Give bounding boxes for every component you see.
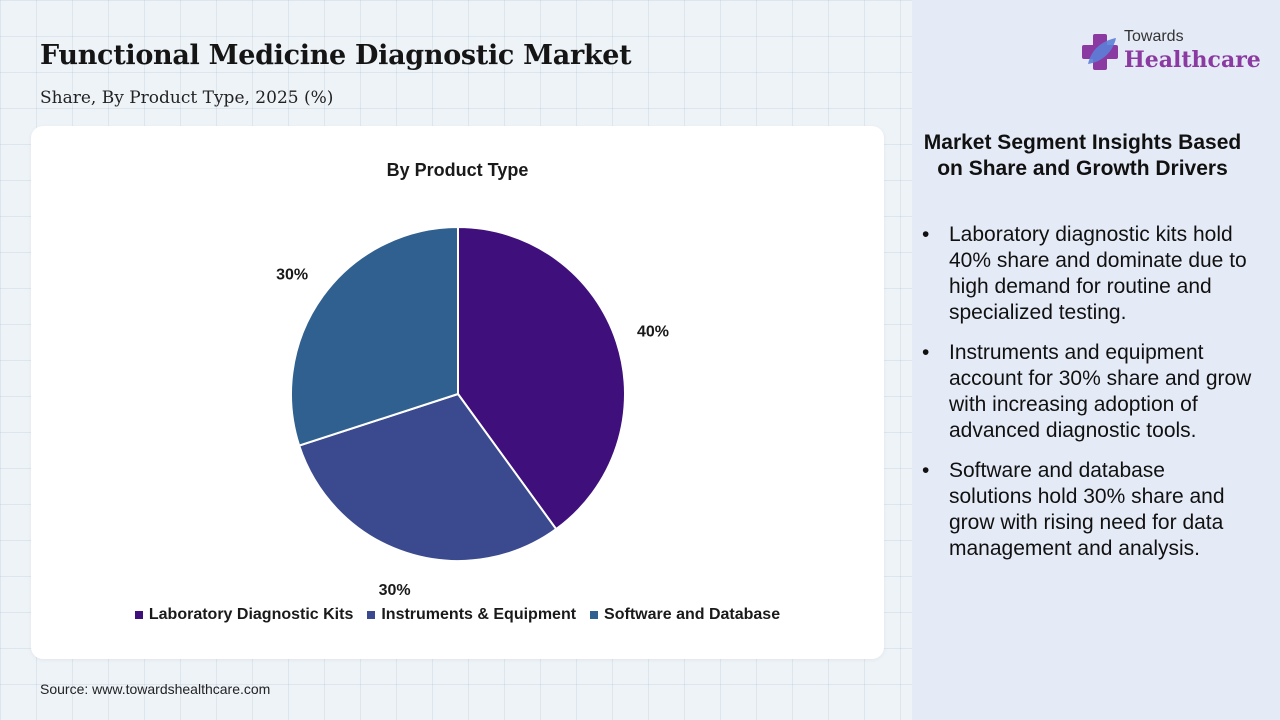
logo: Towards Healthcare — [1080, 28, 1261, 78]
pie-chart: 40% 30% 30% — [276, 225, 669, 596]
pie-data-label: 30% — [379, 582, 411, 596]
chart-card: By Product Type 40% 30% 30% Laboratory Dia… — [31, 126, 884, 659]
legend-item: Laboratory Diagnostic Kits — [134, 606, 354, 624]
bullet: • — [922, 341, 930, 364]
bullet: • — [922, 459, 930, 482]
chart-legend: Laboratory Diagnostic Kits Instruments &… — [31, 606, 884, 624]
logo-main-text: Healthcare — [1124, 47, 1261, 73]
chart-title: By Product Type — [386, 160, 529, 180]
insight-item: • Software and database solutions hold 30… — [922, 458, 1252, 562]
insights-heading: Market Segment Insights Based on Share a… — [923, 131, 1242, 180]
insights-panel — [912, 0, 1280, 720]
pie-slice-instruments — [297, 392, 558, 562]
logo-top-text: Towards — [1124, 28, 1184, 45]
legend-label: Laboratory Diagnostic Kits — [148, 606, 354, 623]
source-note: Source: www.towardshealthcare.com — [40, 681, 271, 697]
insights-list: • Laboratory diagnostic kits hold 40% sha… — [922, 222, 1252, 576]
pie-data-label: 30% — [276, 267, 308, 284]
legend-swatch — [134, 611, 143, 619]
pie-slice-software — [290, 225, 459, 447]
insight-text: Instruments and equipment account for 30… — [949, 341, 1252, 442]
legend-swatch — [590, 611, 599, 619]
legend-label: Instruments & Equipment — [381, 606, 577, 623]
insight-text: Laboratory diagnostic kits hold 40% shar… — [949, 223, 1247, 324]
insight-item: • Instruments and equipment account for 3… — [922, 340, 1252, 444]
legend-item: Instruments & Equipment — [367, 606, 576, 624]
page-subtitle: Share, By Product Type, 2025 (%) — [40, 88, 334, 108]
insight-text: Software and database solutions hold 30%… — [949, 459, 1225, 560]
cross-leaf-icon — [1082, 34, 1118, 70]
pie-data-label: 40% — [637, 324, 669, 341]
bullet: • — [922, 223, 930, 246]
legend-item: Software and Database — [590, 606, 780, 624]
legend-swatch — [367, 611, 376, 619]
page-title: Functional Medicine Diagnostic Market — [40, 40, 632, 71]
pie-slice-laboratory-kits — [457, 225, 626, 531]
legend-label: Software and Database — [604, 606, 781, 623]
insight-item: • Laboratory diagnostic kits hold 40% sha… — [922, 222, 1252, 326]
